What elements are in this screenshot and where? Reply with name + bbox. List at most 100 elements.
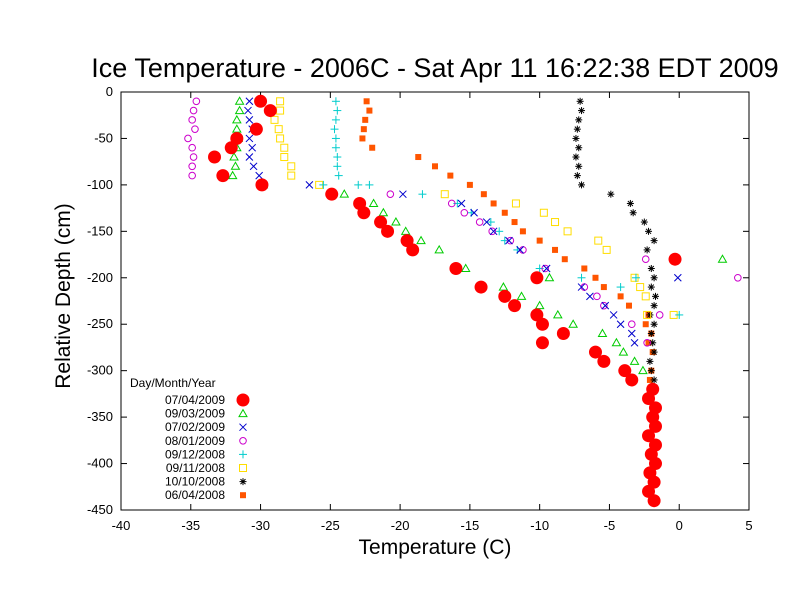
legend-marker <box>238 408 248 418</box>
data-point <box>643 339 651 347</box>
data-point <box>231 124 242 133</box>
x-tick-label: -25 <box>321 518 340 533</box>
data-point <box>339 189 350 198</box>
legend-label: 09/12/2008 <box>165 447 225 461</box>
data-point <box>263 104 277 118</box>
legend-title: Day/Month/Year <box>130 376 216 390</box>
data-point <box>276 106 285 115</box>
data-point <box>629 209 637 217</box>
data-point <box>369 144 376 151</box>
data-point <box>573 125 581 133</box>
data-point <box>552 309 563 319</box>
data-point <box>536 237 543 244</box>
legend-marker <box>239 464 247 472</box>
data-point <box>245 97 254 106</box>
data-point <box>618 364 632 378</box>
data-point <box>188 171 196 180</box>
data-point <box>609 311 618 319</box>
data-point <box>449 261 463 275</box>
data-point <box>611 337 622 347</box>
x-tick-label: -15 <box>460 518 479 533</box>
data-point <box>551 218 560 227</box>
data-point <box>447 199 456 208</box>
data-point <box>530 271 544 285</box>
data-point <box>575 144 583 152</box>
data-point <box>489 227 498 236</box>
legend-label: 10/10/2008 <box>165 475 225 489</box>
data-point <box>577 283 586 291</box>
data-point <box>245 153 254 161</box>
data-point <box>249 162 258 171</box>
data-point <box>325 187 339 201</box>
x-tick-label: -40 <box>112 518 131 533</box>
data-point <box>645 339 652 346</box>
legend-marker <box>240 492 246 499</box>
data-point <box>378 207 389 217</box>
data-point <box>495 227 504 236</box>
chart-title: Ice Temperature - 2006C - Sat Apr 11 16:… <box>91 53 778 83</box>
data-point <box>319 180 328 189</box>
data-point <box>274 125 283 134</box>
data-point <box>276 134 285 143</box>
data-point <box>572 153 580 161</box>
data-point <box>642 321 649 328</box>
data-point <box>333 153 342 162</box>
legend-marker <box>239 423 247 432</box>
data-point <box>305 181 314 189</box>
data-point <box>561 256 568 263</box>
legend-label: 06/04/2008 <box>165 488 225 502</box>
data-point <box>601 301 610 310</box>
series-09-11-2008 <box>270 97 678 319</box>
data-point <box>534 300 545 310</box>
data-point <box>475 218 484 226</box>
data-point <box>597 328 608 338</box>
data-point <box>331 97 340 106</box>
data-point <box>460 263 471 272</box>
legend-label: 08/01/2009 <box>165 434 225 448</box>
series-08-01-2009 <box>184 97 742 347</box>
data-point <box>673 273 682 282</box>
data-point <box>668 252 682 266</box>
data-point <box>501 209 508 216</box>
data-point <box>440 190 449 199</box>
data-point <box>597 354 611 368</box>
data-point <box>641 255 650 264</box>
x-axis-label: Temperature (C) <box>359 536 512 559</box>
legend-label: 07/02/2009 <box>165 420 225 434</box>
data-point <box>630 338 639 347</box>
data-point <box>331 115 340 124</box>
data-point <box>457 199 466 208</box>
data-point <box>280 143 289 152</box>
data-point <box>616 320 625 329</box>
data-point <box>480 191 487 198</box>
data-point <box>189 106 198 115</box>
data-point <box>511 219 518 226</box>
data-point <box>500 236 509 245</box>
data-point <box>568 319 579 328</box>
x-tick-label: -30 <box>251 518 270 533</box>
data-point <box>651 292 659 300</box>
data-point <box>418 190 427 199</box>
data-series <box>184 94 742 508</box>
data-point <box>381 224 395 238</box>
data-point <box>646 311 654 319</box>
x-tick-label: -35 <box>181 518 200 533</box>
legend-marker <box>239 478 247 486</box>
legend-marker <box>236 393 250 407</box>
data-point <box>593 292 601 301</box>
data-point <box>592 274 599 281</box>
data-point <box>616 283 625 292</box>
data-point <box>506 236 515 245</box>
data-point <box>650 320 658 328</box>
data-point <box>617 293 624 300</box>
data-point <box>625 373 639 387</box>
data-point <box>488 227 497 236</box>
legend-marker <box>239 450 247 459</box>
legend-label: 09/03/2009 <box>165 407 225 421</box>
data-point <box>600 301 608 310</box>
data-point <box>535 336 549 350</box>
data-point <box>655 311 664 319</box>
data-point <box>588 345 602 359</box>
data-point <box>331 143 340 152</box>
data-point <box>600 284 607 291</box>
